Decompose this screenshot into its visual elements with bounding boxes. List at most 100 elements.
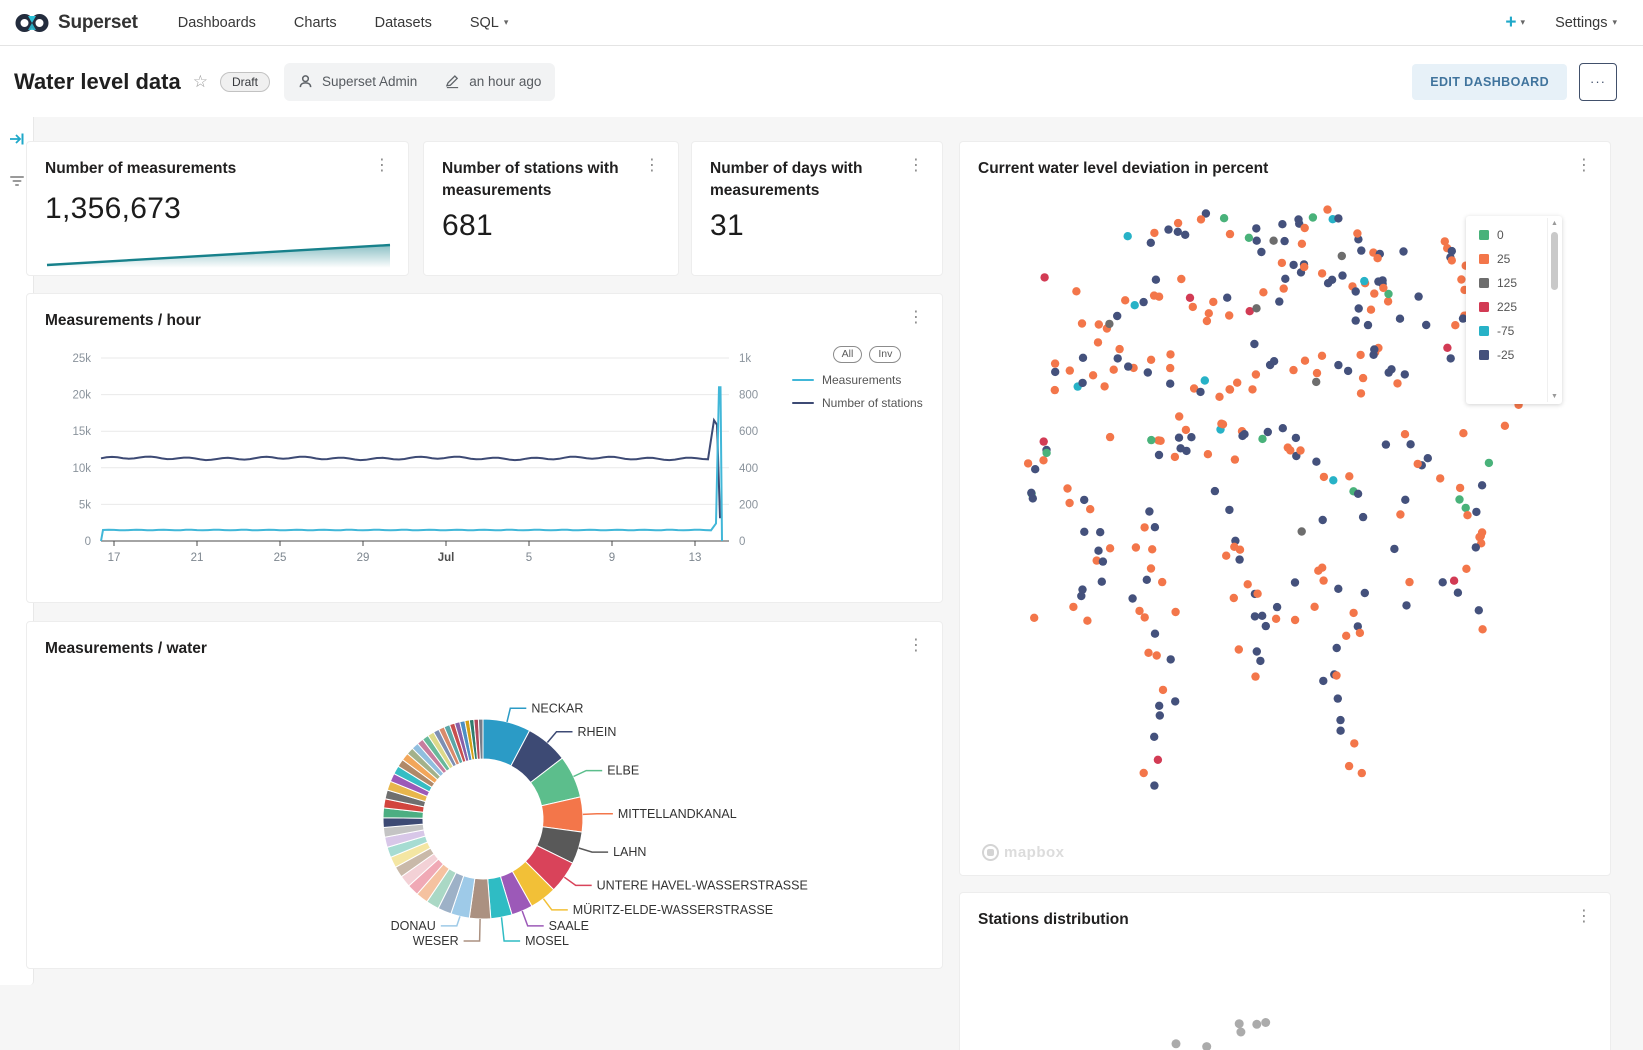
card-stations-distribution: Stations distribution ⋮ [959, 892, 1611, 1050]
brand-name: Superset [58, 11, 138, 33]
nav-item-charts[interactable]: Charts [293, 14, 337, 31]
svg-text:LAHN: LAHN [613, 845, 646, 859]
chart-title: Number of measurements [45, 160, 237, 177]
dashboard-meta: Superset Admin an hour ago [283, 62, 556, 101]
svg-text:10k: 10k [72, 463, 91, 475]
legend-item--25[interactable]: -25 [1479, 348, 1546, 362]
svg-text:29: 29 [357, 552, 370, 564]
superset-logo[interactable]: Superset [14, 12, 138, 34]
nav-item-datasets[interactable]: Datasets [374, 14, 432, 31]
legend-scrollbar[interactable]: ▲ ▼ [1547, 218, 1560, 402]
svg-text:RHEIN: RHEIN [577, 725, 616, 739]
kebab-menu-icon[interactable]: ⋮ [908, 637, 924, 654]
legend-item-0[interactable]: 0 [1479, 228, 1546, 242]
kebab-menu-icon[interactable]: ⋮ [644, 157, 660, 174]
svg-text:MOSEL: MOSEL [525, 934, 569, 948]
user-icon [298, 74, 313, 89]
nav-right: + ▾ Settings ▾ [1505, 12, 1617, 34]
svg-text:13: 13 [689, 552, 702, 564]
svg-text:SAALE: SAALE [549, 919, 589, 933]
card-number-of-stations: Number of stations with measurements ⋮ 6… [423, 141, 679, 276]
chart-title: Stations distribution [978, 911, 1129, 928]
map-attribution[interactable]: mapbox [982, 844, 1065, 861]
more-options-button[interactable]: ··· [1579, 62, 1617, 101]
legend-swatch [1479, 302, 1489, 312]
legend-item-225[interactable]: 225 [1479, 300, 1546, 314]
chart-title: Number of days with measurements [710, 160, 863, 200]
svg-text:1k: 1k [739, 353, 751, 365]
kebab-menu-icon[interactable]: ⋮ [908, 309, 924, 326]
legend-swatch [1479, 326, 1489, 336]
line-chart-plot[interactable]: 0 0 5k 200 10k 400 15k 600 20k 800 25k 1k 17 21 25 29 Ju… [27, 338, 772, 583]
legend-label: 225 [1497, 300, 1518, 314]
map-canvas[interactable]: mapbox 0 25 125 225 -75 -25 ▲ ▼ [960, 142, 1610, 875]
nav-menu: Dashboards Charts Datasets SQL ▾ [178, 15, 509, 31]
legend-item-number-of-stations[interactable]: Number of stations [792, 396, 942, 410]
svg-text:Jul: Jul [438, 552, 455, 564]
edit-dashboard-button[interactable]: EDIT DASHBOARD [1412, 63, 1567, 100]
card-number-of-days: Number of days with measurements ⋮ 31 [691, 141, 943, 276]
legend-label: 0 [1497, 228, 1504, 242]
scroll-up-icon[interactable]: ▲ [1551, 220, 1558, 227]
nav-item-dashboards[interactable]: Dashboards [177, 14, 256, 31]
kpi-value: 1,356,673 [45, 192, 182, 226]
card-measurements-per-hour: Measurements / hour ⋮ 0 0 5k 200 10k 400 15k 60… [26, 293, 943, 603]
legend-item-25[interactable]: 25 [1479, 252, 1546, 266]
settings-menu[interactable]: Settings ▾ [1555, 14, 1617, 31]
svg-text:9: 9 [609, 552, 615, 564]
chart-title: Current water level deviation in percent [978, 160, 1269, 177]
legend-item-125[interactable]: 125 [1479, 276, 1546, 290]
svg-text:MITTELLANDKANAL: MITTELLANDKANAL [618, 807, 737, 821]
page-title: Water level data [14, 68, 181, 94]
favorite-star-icon[interactable]: ☆ [192, 71, 208, 91]
mapbox-logo-icon [982, 844, 999, 861]
last-modified: an hour ago [469, 74, 542, 89]
dashboard-header: Water level data ☆ Draft Superset Admin … [0, 46, 1643, 117]
chevron-down-icon: ▾ [503, 17, 509, 27]
svg-text:200: 200 [739, 499, 758, 511]
kebab-menu-icon[interactable]: ⋮ [374, 157, 390, 174]
trendline-sparkline [46, 243, 391, 268]
svg-text:25k: 25k [72, 353, 91, 365]
legend-item-measurements[interactable]: Measurements [792, 373, 942, 387]
chevron-down-icon: ▾ [1612, 17, 1617, 27]
scroll-down-icon[interactable]: ▼ [1551, 393, 1558, 400]
legend-label: -25 [1497, 348, 1515, 362]
svg-text:5k: 5k [79, 499, 91, 511]
expand-filters-icon[interactable] [9, 131, 25, 152]
legend-item--75[interactable]: -75 [1479, 324, 1546, 338]
svg-text:400: 400 [739, 463, 758, 475]
owner-name[interactable]: Superset Admin [321, 74, 418, 89]
svg-text:0: 0 [85, 536, 91, 548]
kpi-value: 31 [710, 208, 744, 242]
new-item-button[interactable]: + ▾ [1505, 11, 1526, 33]
card-water-level-deviation-map: mapbox 0 25 125 225 -75 -25 ▲ ▼ Current water… [959, 141, 1611, 876]
svg-text:MÜRITZ-ELDE-WASSERSTRASSE: MÜRITZ-ELDE-WASSERSTRASSE [573, 903, 773, 917]
svg-text:5: 5 [526, 552, 532, 564]
infinity-logo-icon [15, 13, 49, 32]
svg-text:15k: 15k [72, 426, 91, 438]
legend-swatch [1479, 254, 1489, 264]
donut-chart[interactable]: NECKAR RHEIN ELBE MITTELLANDKANAL LAHN UNTERE… [27, 666, 944, 970]
nav-item-sql[interactable]: SQL ▾ [469, 14, 509, 31]
svg-text:800: 800 [739, 390, 758, 402]
kebab-menu-icon[interactable]: ⋮ [1576, 157, 1592, 174]
svg-text:600: 600 [739, 426, 758, 438]
kebab-menu-icon[interactable]: ⋮ [1576, 908, 1592, 925]
legend-all-button[interactable]: All [832, 346, 863, 363]
kebab-menu-icon[interactable]: ⋮ [908, 157, 924, 174]
chart-title: Measurements / water [45, 640, 207, 657]
card-measurements-per-water: Measurements / water ⋮ NECKAR RHEIN ELBE MI… [26, 621, 943, 969]
svg-text:ELBE: ELBE [607, 764, 639, 778]
legend-inv-button[interactable]: Inv [869, 346, 902, 363]
filter-icon[interactable] [9, 174, 25, 193]
top-navbar: Superset Dashboards Charts Datasets SQL ▾… [0, 0, 1643, 46]
svg-text:DONAU: DONAU [391, 919, 436, 933]
legend-swatch [1479, 230, 1489, 240]
series-swatch [792, 402, 814, 404]
attribution-text: mapbox [1004, 844, 1065, 861]
scrollbar-thumb[interactable] [1551, 232, 1558, 290]
legend-label: 25 [1497, 252, 1511, 266]
map-canvas[interactable] [960, 893, 1610, 1050]
chart-title: Number of stations with measurements [442, 160, 619, 200]
